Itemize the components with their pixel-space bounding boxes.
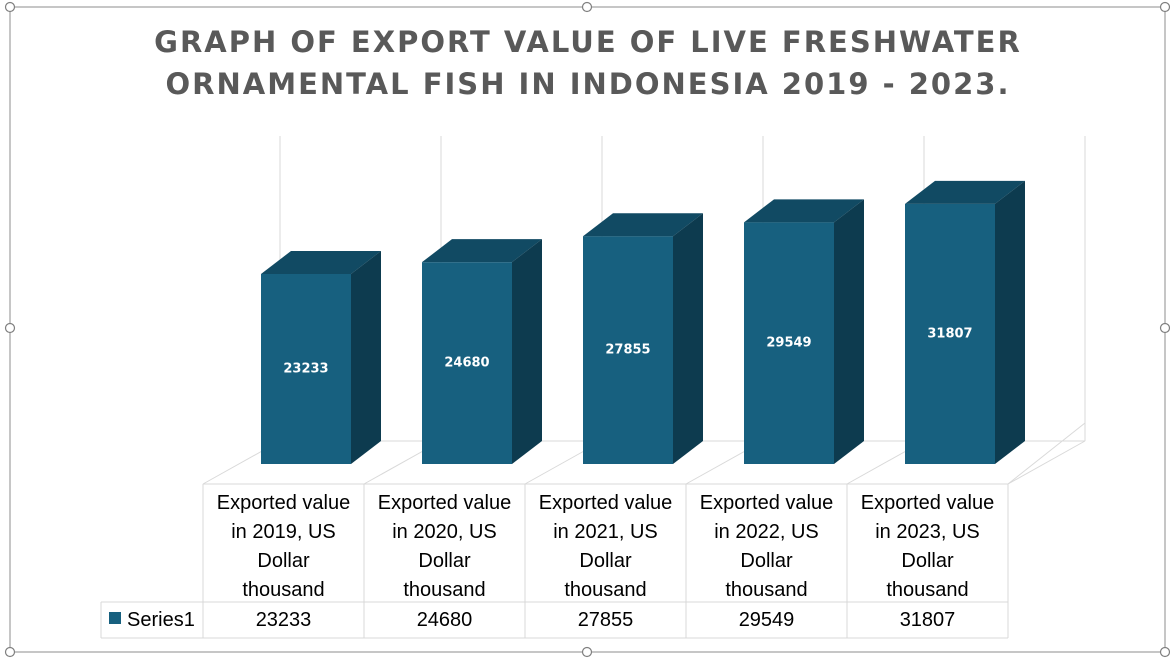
category-label-line: Exported value [539,492,672,514]
table-value-cell: 29549 [739,609,795,631]
floor-gridline [1007,440,1086,485]
category-label-line: Dollar [901,550,954,572]
bar-side [512,239,542,464]
category-label-line: Exported value [861,492,994,514]
bar-series[interactable]: 23233 24680 27855 29549 31807 [261,180,1025,465]
bar-1[interactable]: 24680 [422,239,542,464]
bar-2[interactable]: 27855 [583,213,703,464]
category-label-line: thousand [403,579,485,601]
category-label: Exported value in 2019, US Dollar thousand [217,492,350,601]
category-label-line: in 2020, US [392,521,497,543]
table-value-cell: 27855 [578,609,634,631]
floor-side-edge [1007,422,1086,485]
category-label-line: Dollar [740,550,793,572]
category-label-line: in 2021, US [553,521,658,543]
bar-4[interactable]: 31807 [905,180,1025,464]
category-label: Exported value in 2020, US Dollar thousand [378,492,511,601]
legend-series-name: Series1 [127,609,195,631]
category-label: Exported value in 2021, US Dollar thousand [539,492,672,601]
resize-handle[interactable] [4,1,16,13]
bar-side [351,251,381,464]
bar-data-label: 27855 [605,343,650,358]
category-label-line: thousand [242,579,324,601]
bar-front[interactable] [422,262,512,464]
table-value-cell: 31807 [900,609,956,631]
category-label: Exported value in 2023, US Dollar thousand [861,492,994,601]
bar-data-label: 24680 [444,356,489,371]
category-label-line: in 2023, US [875,521,980,543]
bar-top [261,251,381,274]
table-value-cell: 23233 [256,609,312,631]
table-value-cell: 24680 [417,609,473,631]
bar-data-label: 23233 [283,362,328,377]
data-table: Exported value in 2019, US Dollar thousandE… [100,483,1009,639]
bar-front[interactable] [583,236,673,464]
bar-side [995,180,1025,464]
resize-handle[interactable] [1159,322,1170,334]
chart-title-line-2: ORNAMENTAL FISH IN INDONESIA 2019 - 2023… [166,67,1011,101]
category-label-line: Exported value [378,492,511,514]
category-label-line: thousand [886,579,968,601]
resize-handle[interactable] [581,1,593,13]
category-label-line: Exported value [700,492,833,514]
bar-top [744,199,864,223]
resize-handle[interactable] [4,646,16,658]
bar-front[interactable] [744,222,834,464]
resize-handle[interactable] [4,322,16,334]
bar-front[interactable] [905,203,995,464]
category-label: Exported value in 2022, US Dollar thousand [700,492,833,601]
bar-side [834,199,864,465]
bar-data-label: 31807 [927,326,972,341]
category-label-line: Dollar [579,550,632,572]
bar-side [673,213,703,464]
bar-top [583,213,703,237]
bar-data-label: 29549 [766,336,811,351]
category-label-line: in 2019, US [231,521,336,543]
resize-handle[interactable] [1159,1,1170,13]
category-label-line: thousand [564,579,646,601]
category-label-line: Dollar [418,550,471,572]
legend-key [109,612,121,624]
bar-0[interactable]: 23233 [261,251,381,464]
chart-title-line-1: GRAPH OF EXPORT VALUE OF LIVE FRESHWATER [154,25,1022,59]
bar-top [905,180,1025,204]
resize-handle[interactable] [581,646,593,658]
bar-front[interactable] [261,274,351,464]
category-label-line: thousand [725,579,807,601]
bar-top [422,239,542,263]
category-label-line: in 2022, US [714,521,819,543]
resize-handle[interactable] [1159,646,1170,658]
bar-3[interactable]: 29549 [744,199,864,465]
category-label-line: Dollar [257,550,310,572]
category-label-line: Exported value [217,492,350,514]
